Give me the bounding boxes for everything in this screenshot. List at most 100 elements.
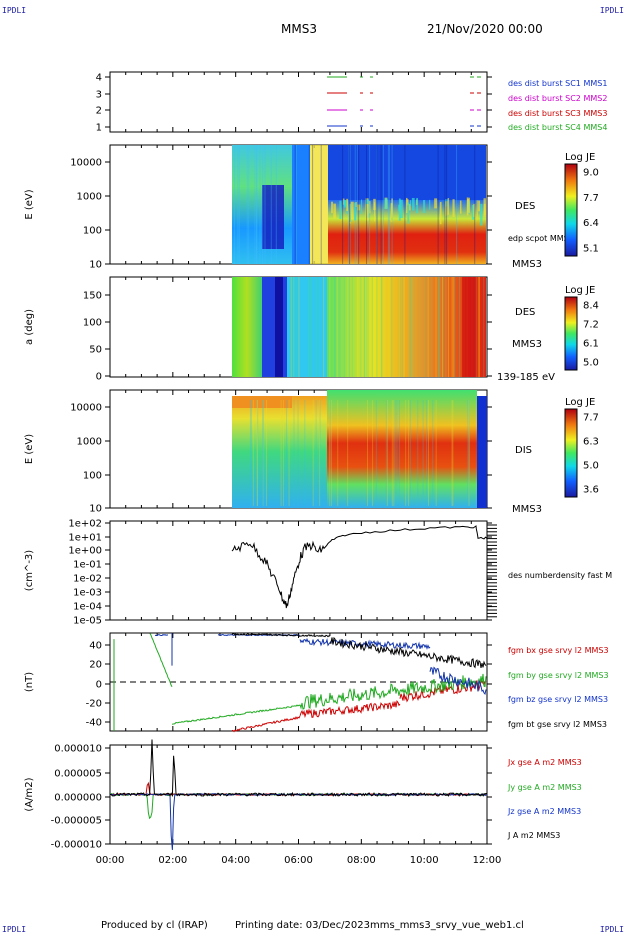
- y-axis-label: (nT): [24, 672, 35, 692]
- field-series: [149, 633, 173, 688]
- spectrogram-streak: [329, 400, 331, 506]
- spectrogram-region: [310, 145, 328, 264]
- colorbar-gradient: [564, 296, 578, 371]
- current-series: [109, 739, 487, 798]
- spectrogram-streak: [331, 201, 333, 214]
- pitch-streak: [409, 277, 411, 377]
- panel-side-label: DES: [515, 307, 535, 318]
- colorbar-tick: 3.6: [583, 485, 599, 496]
- panel-side-label: edp scpot MMS3: [508, 234, 574, 243]
- pitch-streak: [451, 277, 453, 377]
- spectrogram-streak: [320, 145, 322, 264]
- pitch-streak: [403, 277, 405, 377]
- spectrogram-streak: [319, 400, 321, 506]
- pitch-streak: [478, 277, 480, 377]
- y-tick-label: -0.000005: [51, 816, 102, 827]
- y-tick-label: 100: [83, 318, 102, 329]
- pitch-streak: [401, 277, 403, 377]
- spectrogram-streak: [478, 200, 481, 212]
- y-tick-label: 10: [89, 504, 102, 515]
- y-tick-label: 1e+00: [68, 546, 102, 557]
- spectrogram-streak: [280, 400, 282, 506]
- pitch-streak: [323, 277, 325, 377]
- spectrogram-streak: [365, 204, 369, 221]
- x-tick-label: 00:00: [96, 855, 125, 866]
- pitch-region: [275, 277, 283, 377]
- spectrogram-streak: [257, 400, 259, 506]
- legend-entry: des numberdensity fast M: [508, 571, 612, 580]
- pitch-streak: [359, 277, 361, 377]
- spectrogram-region: [262, 185, 284, 249]
- y-axis-label: E (eV): [24, 189, 35, 219]
- pitch-streak: [298, 277, 300, 377]
- spectrogram-streak: [342, 145, 344, 264]
- spectrogram-streak: [294, 145, 296, 264]
- pitch-region: [287, 277, 327, 377]
- pitch-streak: [337, 277, 339, 377]
- panel-density: 1e-05 1e-04 1e-03 1e-02 1e-01 1e+00 1e+01 1e+02…: [24, 519, 497, 627]
- spectrogram-streak: [409, 400, 411, 506]
- spectrogram-streak: [467, 400, 469, 506]
- pitch-streak: [348, 277, 350, 377]
- footer-filename: mms_mms3_srvy_vue_web1.cl: [370, 920, 524, 931]
- spectrogram-streak: [376, 145, 378, 264]
- pitch-streak: [439, 277, 441, 377]
- y-axis-label: (cm^-3): [24, 550, 35, 591]
- spectrogram-streak: [266, 400, 268, 506]
- spectrogram-streak: [349, 145, 351, 264]
- panel-availability: 1 2 3 4: [96, 71, 492, 134]
- spectrogram-streak: [270, 145, 272, 264]
- spectrogram-region: [232, 396, 327, 508]
- spectrogram-streak: [407, 202, 410, 224]
- y-tick-label: 1e+01: [68, 533, 102, 544]
- y-tick-label: 40: [89, 641, 102, 652]
- y-tick-label: 0.000010: [54, 744, 102, 755]
- colorbar-tick: 6.4: [583, 218, 599, 229]
- pitch-streak: [371, 277, 373, 377]
- spectrogram-streak: [423, 200, 426, 213]
- pitch-streak: [357, 277, 359, 377]
- spectrogram-streak: [250, 400, 252, 506]
- y-tick-label: 50: [89, 345, 102, 356]
- spectrogram-streak: [405, 400, 407, 506]
- spectrogram-streak: [435, 400, 437, 506]
- colorbar-gradient: [564, 163, 578, 257]
- y-tick-label: 10000: [70, 403, 102, 414]
- legend-entry: fgm bx gse srvy l2 MMS3: [508, 646, 609, 655]
- spectrogram-streak: [422, 400, 424, 506]
- spectrogram-streak: [358, 145, 360, 264]
- spectrogram-streak: [252, 400, 254, 506]
- spectrogram-streak: [406, 199, 409, 206]
- legend-entry: fgm by gse srvy l2 MMS3: [508, 671, 609, 680]
- spectrogram-streak: [293, 400, 295, 506]
- pitch-streak: [483, 277, 485, 377]
- colorbar-tick: 7.2: [583, 320, 599, 331]
- pitch-streak: [364, 277, 366, 377]
- colorbar-tick: 5.0: [583, 461, 599, 472]
- corner-label-bottom-left: IPDLI: [2, 925, 27, 934]
- corner-label-top-left: IPDLI: [2, 6, 27, 15]
- pitch-streak: [307, 277, 309, 377]
- spectrogram-streak: [262, 400, 264, 506]
- spectrogram-streak: [452, 400, 454, 506]
- field-series: [154, 634, 168, 636]
- y-tick-label: 10: [89, 260, 102, 271]
- pitch-streak: [350, 277, 352, 377]
- x-tick-label: 06:00: [284, 855, 313, 866]
- spectrogram-streak: [398, 400, 400, 506]
- legend-entry: fgm bt gse srvy l2 MMS3: [508, 720, 607, 729]
- pitch-streak: [336, 277, 338, 377]
- y-tick-label: 0: [96, 680, 102, 691]
- y-tick-label: 20: [89, 660, 102, 671]
- x-tick-label: 02:00: [158, 855, 187, 866]
- spectrogram-streak: [349, 145, 351, 264]
- pitch-streak: [295, 277, 297, 377]
- x-tick-label: 04:00: [221, 855, 250, 866]
- pitch-streak: [295, 277, 297, 377]
- spectrogram-streak: [447, 198, 450, 215]
- pitch-region: [327, 277, 486, 377]
- spectrogram-streak: [372, 400, 374, 506]
- pitch-streak: [292, 277, 294, 377]
- pitch-streak: [351, 277, 353, 377]
